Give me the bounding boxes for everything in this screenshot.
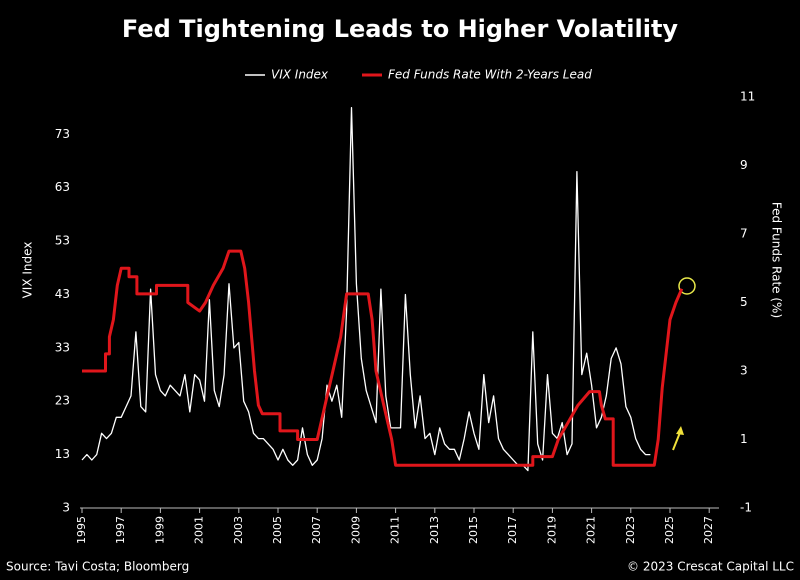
series-line — [82, 249, 684, 467]
x-tick-label: 1995 — [75, 516, 88, 544]
x-tick-label: 2017 — [506, 516, 519, 544]
x-tick-label: 2015 — [467, 516, 480, 544]
y2-tick-label: 9 — [740, 158, 748, 172]
source: Source: Tavi Costa; Bloomberg — [6, 560, 189, 574]
y-tick-label: 13 — [55, 447, 70, 461]
y-tick-label: 43 — [55, 287, 70, 301]
y-tick-label: 33 — [55, 340, 70, 354]
y2-tick-label: 11 — [740, 90, 755, 104]
x-tick-label: 2019 — [545, 516, 558, 544]
x-tick-label: 2005 — [271, 516, 284, 544]
annotation-arrowhead — [676, 426, 684, 435]
legend-label: Fed Funds Rate With 2-Years Lead — [388, 68, 592, 82]
x-tick-label: 2021 — [585, 516, 598, 544]
y-axis-label: VIX Index — [21, 242, 35, 299]
x-tick-label: 2009 — [349, 516, 362, 544]
y2-axis-label: Fed Funds Rate (%) — [770, 202, 784, 318]
x-tick-label: 1999 — [153, 516, 166, 544]
y-tick-label: 23 — [55, 394, 70, 408]
x-tick-label: 2007 — [310, 516, 323, 544]
chart-title: Fed Tightening Leads to Higher Volatilit… — [122, 15, 679, 43]
x-tick-label: 2003 — [232, 516, 245, 544]
series-line — [81, 107, 651, 472]
x-tick-label: 2027 — [702, 516, 715, 544]
x-tick-label: 2023 — [624, 516, 637, 544]
x-tick-label: 1997 — [114, 516, 127, 544]
y2-tick-label: 7 — [740, 227, 748, 241]
y2-tick-label: -1 — [740, 501, 752, 515]
y-tick-label: 63 — [55, 180, 70, 194]
y-tick-label: 3 — [62, 501, 70, 515]
x-tick-label: 2001 — [193, 516, 206, 544]
highlight-circle — [678, 277, 696, 295]
legend-label: VIX Index — [271, 68, 329, 82]
y-tick-label: 53 — [55, 234, 70, 248]
x-tick-label: 2025 — [663, 516, 676, 544]
y2-tick-label: 1 — [740, 432, 748, 446]
y2-tick-label: 3 — [740, 364, 748, 378]
y-tick-label: 73 — [55, 127, 70, 141]
y2-tick-label: 5 — [740, 295, 748, 309]
x-tick-label: 2013 — [428, 516, 441, 544]
copyright: © 2023 Crescat Capital LLC — [627, 560, 794, 574]
x-tick-label: 2011 — [389, 516, 402, 544]
